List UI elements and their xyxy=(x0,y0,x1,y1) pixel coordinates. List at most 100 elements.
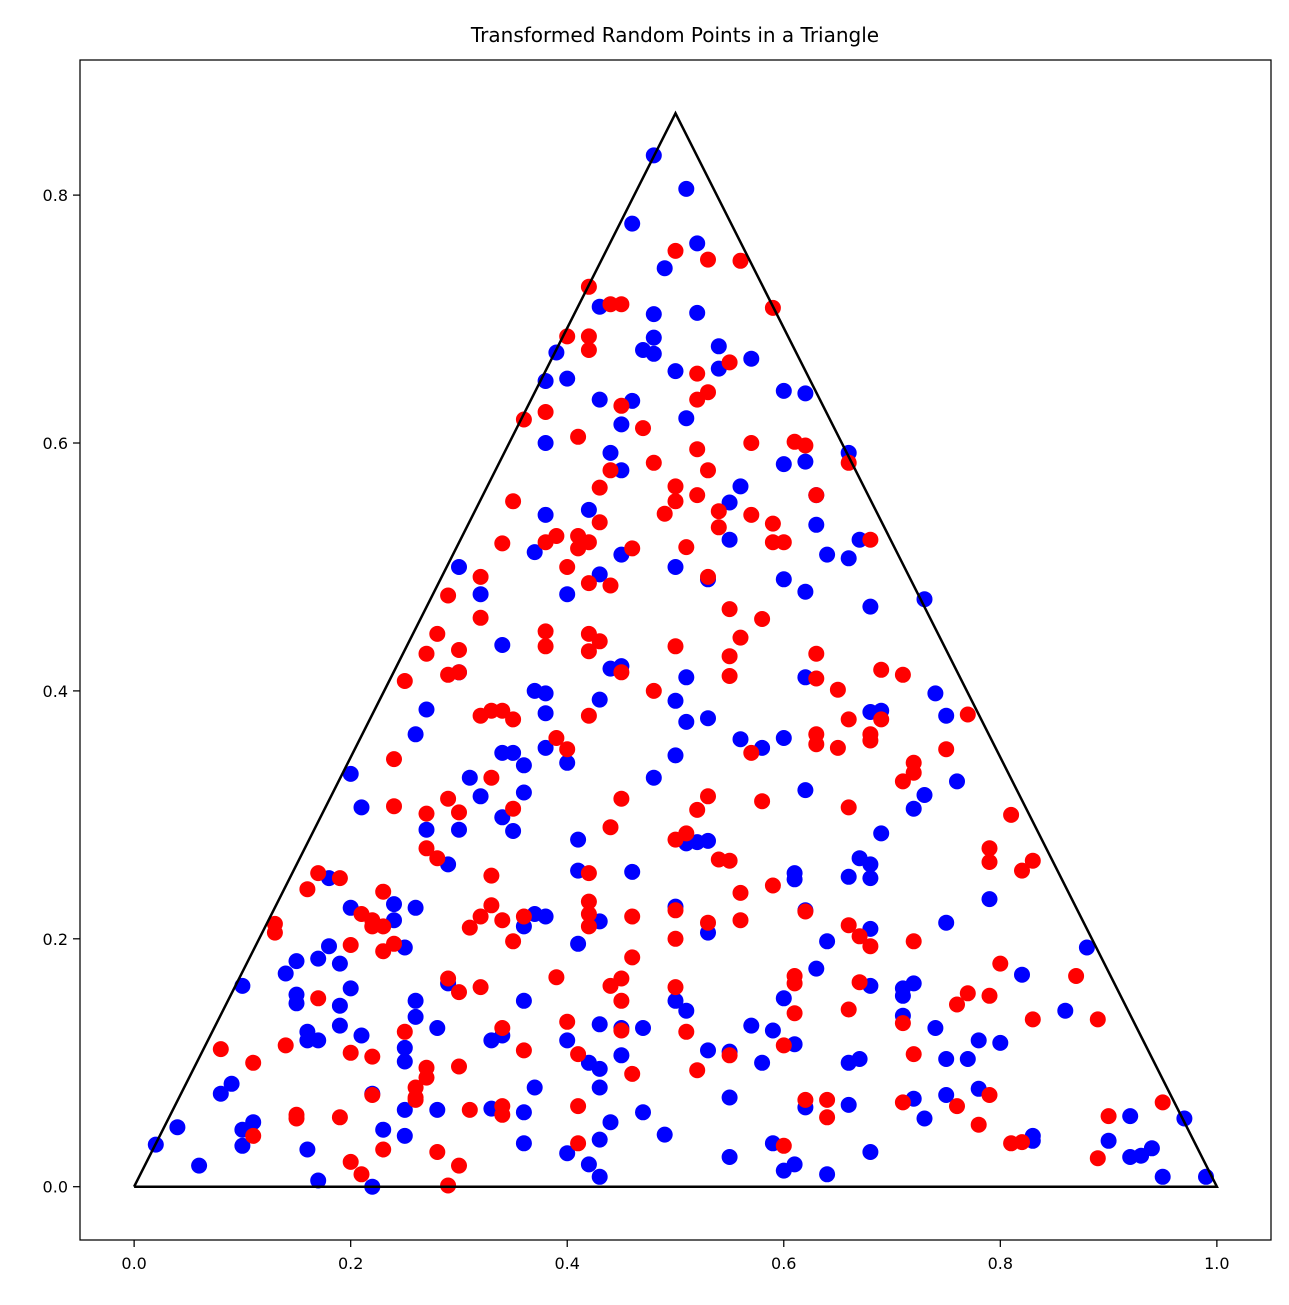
data-point xyxy=(169,1119,186,1136)
data-point xyxy=(331,955,348,972)
data-point xyxy=(678,410,695,427)
data-point xyxy=(678,669,695,686)
data-point xyxy=(494,1106,511,1123)
data-point xyxy=(396,1127,413,1144)
data-point xyxy=(700,251,716,268)
data-point xyxy=(440,790,457,807)
data-point xyxy=(537,404,554,420)
data-point xyxy=(981,987,998,1004)
data-point xyxy=(515,992,532,1009)
data-point xyxy=(570,1098,587,1115)
data-point xyxy=(678,713,695,730)
data-point xyxy=(862,598,879,615)
data-point xyxy=(743,1017,760,1034)
x-tick-label: 0.4 xyxy=(555,1254,580,1273)
data-point xyxy=(472,788,489,805)
data-point xyxy=(721,668,738,684)
data-point xyxy=(580,501,597,518)
data-point xyxy=(396,1101,413,1118)
data-point xyxy=(678,825,695,842)
data-point xyxy=(916,1110,933,1127)
data-point xyxy=(635,420,651,437)
data-point xyxy=(418,840,435,857)
data-point xyxy=(732,884,749,901)
data-point xyxy=(515,908,532,925)
data-point xyxy=(429,850,446,867)
data-point xyxy=(591,1016,608,1033)
data-point xyxy=(310,1032,327,1049)
data-point xyxy=(245,1127,262,1144)
data-point xyxy=(645,682,662,699)
data-point xyxy=(212,1085,229,1102)
axes-frame xyxy=(79,59,1272,1241)
data-point xyxy=(981,840,998,857)
data-point xyxy=(992,955,1009,972)
data-point xyxy=(559,754,576,771)
data-point xyxy=(775,990,792,1007)
data-point xyxy=(1089,1150,1106,1167)
data-point xyxy=(537,638,554,655)
data-point xyxy=(494,535,511,552)
data-point xyxy=(461,1101,478,1118)
data-point xyxy=(451,821,467,838)
data-point xyxy=(342,765,359,782)
data-point xyxy=(429,625,446,642)
data-point xyxy=(862,938,879,955)
data-point xyxy=(949,1098,965,1115)
x-tick-label: 1.0 xyxy=(1204,1254,1229,1273)
data-point xyxy=(754,1054,771,1071)
data-point xyxy=(689,487,706,504)
data-point xyxy=(667,242,684,259)
data-point xyxy=(342,937,359,953)
data-point xyxy=(981,1087,998,1103)
data-point xyxy=(894,1094,911,1111)
data-point xyxy=(819,933,836,950)
data-point xyxy=(1100,1132,1117,1149)
data-point xyxy=(743,350,760,367)
data-point xyxy=(451,664,467,681)
data-point xyxy=(451,559,467,575)
data-point xyxy=(678,539,695,556)
data-point xyxy=(645,345,662,362)
data-point xyxy=(591,691,608,708)
data-point xyxy=(559,370,576,387)
data-point xyxy=(212,1041,229,1058)
data-point xyxy=(537,506,554,523)
data-point xyxy=(526,544,543,561)
data-point xyxy=(613,397,630,414)
data-point xyxy=(840,868,857,885)
x-tick-label: 0.6 xyxy=(771,1254,796,1273)
data-point xyxy=(775,1037,792,1054)
data-point xyxy=(331,1017,348,1034)
data-point xyxy=(591,1060,608,1077)
data-point xyxy=(775,382,792,399)
data-point xyxy=(894,1015,911,1032)
data-point xyxy=(689,235,706,252)
data-point xyxy=(873,661,890,678)
data-point xyxy=(386,935,402,952)
data-point xyxy=(1068,968,1085,984)
data-point xyxy=(808,960,825,977)
data-point xyxy=(505,933,522,950)
triangle-outline xyxy=(132,110,1219,1188)
data-point xyxy=(613,992,630,1009)
data-point xyxy=(754,793,771,810)
data-point xyxy=(472,908,489,925)
data-point xyxy=(559,741,576,758)
data-point xyxy=(613,296,630,313)
data-point xyxy=(700,914,716,931)
data-point xyxy=(797,903,814,920)
data-point xyxy=(808,736,825,753)
data-point xyxy=(537,705,554,722)
data-point xyxy=(613,1022,630,1039)
data-point xyxy=(840,550,857,567)
data-point xyxy=(591,1131,608,1148)
data-point xyxy=(1003,806,1020,823)
data-point xyxy=(656,260,673,277)
data-point xyxy=(494,702,511,719)
data-point xyxy=(710,503,727,520)
data-point xyxy=(840,1096,857,1113)
data-point xyxy=(375,918,392,935)
y-tick-label: 0.8 xyxy=(43,186,68,205)
